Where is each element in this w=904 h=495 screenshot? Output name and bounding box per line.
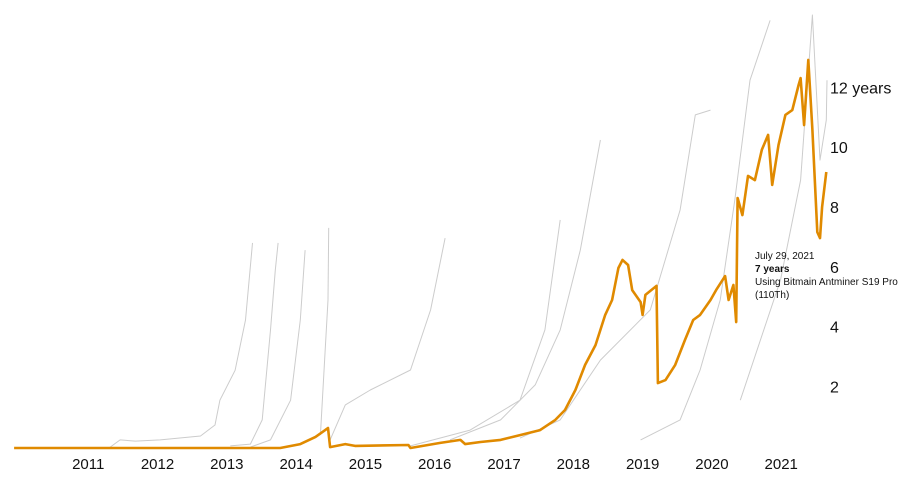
- background-line: [640, 20, 771, 441]
- x-tick-label: 2017: [487, 456, 520, 473]
- x-tick-label: 2021: [765, 456, 798, 473]
- x-tick-label: 2011: [72, 456, 104, 473]
- y-tick-label: 12 years: [830, 80, 891, 97]
- x-tick-label: 2015: [349, 456, 382, 473]
- x-tick-label: 2018: [557, 456, 590, 473]
- x-tick-label: 2014: [279, 456, 312, 473]
- annotation-date: July 29, 2021: [755, 251, 815, 262]
- annotation: July 29, 2021 7 years Using Bitmain Antm…: [755, 250, 904, 302]
- background-line: [739, 14, 828, 401]
- x-tick-label: 2016: [418, 456, 451, 473]
- x-tick-label: 2013: [210, 456, 243, 473]
- background-line: [449, 139, 601, 441]
- x-tick-label: 2020: [695, 456, 728, 473]
- series-line: [14, 58, 828, 450]
- background-line: [230, 242, 279, 447]
- y-tick-label: 10: [830, 140, 848, 157]
- background-line: [319, 227, 330, 436]
- background-line: [250, 250, 306, 448]
- annotation-text: Using Bitmain Antminer S19 Pro (110Th): [755, 277, 898, 301]
- background-line: [108, 242, 253, 449]
- y-tick-label: 6: [830, 260, 839, 277]
- x-tick-label: 2012: [141, 456, 174, 473]
- y-tick-label: 4: [830, 320, 839, 337]
- y-tick-label: 8: [830, 200, 839, 217]
- annotation-value: 7 years: [755, 264, 790, 275]
- y-tick-label: 2: [830, 379, 839, 396]
- x-tick-label: 2019: [626, 456, 659, 473]
- background-line: [410, 219, 561, 447]
- background-line: [329, 238, 446, 441]
- background-line: [519, 109, 711, 439]
